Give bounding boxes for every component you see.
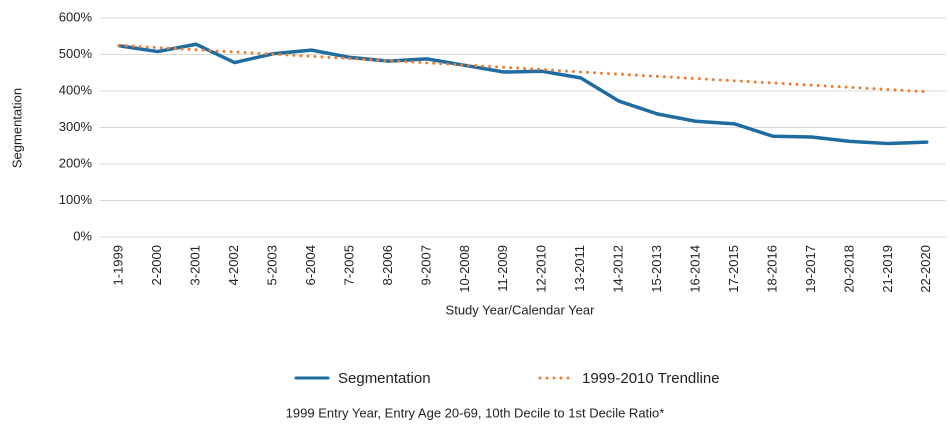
x-axis-title: Study Year/Calendar Year [446,302,596,317]
x-tick-label: 8-2006 [380,245,395,285]
x-tick-label: 4-2002 [226,245,241,285]
x-tick-label: 13-2011 [572,245,587,292]
y-tick-label: 300% [59,119,93,134]
x-tick-label: 11-2009 [495,245,510,292]
y-axis-title: Segmentation [9,88,24,168]
x-tick-label: 17-2015 [726,245,741,293]
x-tick-label: 19-2017 [803,245,818,293]
x-tick-label: 21-2019 [880,245,895,293]
x-tick-label: 1-1999 [111,245,126,285]
x-tick-label: 12-2010 [534,245,549,293]
y-tick-label: 200% [59,155,93,170]
x-tick-label: 5-2003 [264,245,279,285]
x-tick-label: 7-2005 [341,245,356,285]
y-tick-label: 500% [59,46,93,61]
x-tick-label: 10-2008 [457,245,472,293]
x-tick-label: 3-2001 [188,245,203,285]
x-tick-label: 2-2000 [149,245,164,285]
x-tick-label: 16-2014 [687,245,702,293]
y-tick-label: 400% [59,82,93,97]
x-tick-label: 15-2013 [649,245,664,293]
y-tick-label: 0% [73,228,92,243]
footnote: 1999 Entry Year, Entry Age 20-69, 10th D… [286,405,665,420]
x-tick-label: 22-2020 [918,245,933,293]
x-tick-label: 9-2007 [418,245,433,285]
x-tick-label: 18-2016 [764,245,779,293]
x-tick-label: 6-2004 [303,245,318,285]
x-tick-label: 14-2012 [611,245,626,293]
legend-label: 1999-2010 Trendline [582,370,720,387]
legend-label: Segmentation [338,370,431,387]
series-line [117,43,929,94]
series-line [117,42,929,146]
x-tick-label: 20-2018 [841,245,856,293]
y-tick-label: 600% [59,9,93,24]
y-tick-label: 100% [59,192,93,207]
